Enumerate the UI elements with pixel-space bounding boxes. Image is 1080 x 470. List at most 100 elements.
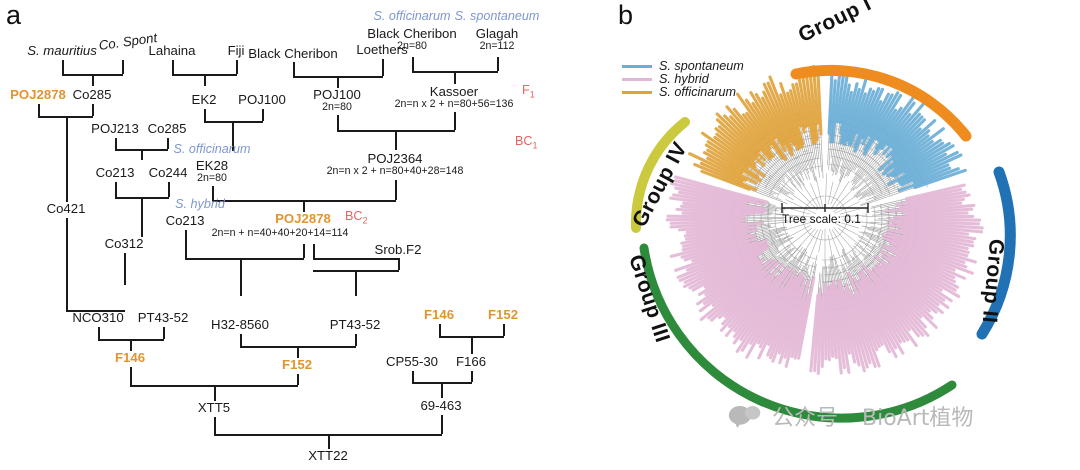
link (398, 258, 400, 270)
link (204, 74, 206, 86)
node-pt43-52-b: PT43-52 (329, 317, 381, 332)
node-co213-b: Co213 (165, 213, 205, 228)
legend-swatch-spontaneum (622, 65, 652, 68)
link (212, 186, 214, 200)
group-arc-IV (630, 117, 690, 233)
link (355, 270, 357, 296)
node-co285-b: Co285 (147, 121, 187, 136)
link (172, 60, 174, 74)
node-fiji: Fiji (227, 43, 245, 58)
node-kassoer: Kassoer 2n=n x 2 + n=80+56=136 (394, 84, 514, 111)
node-poj100-b: POJ100 2n=80 (313, 87, 361, 114)
node-glagah: Glagah 2n=112 (475, 26, 519, 53)
link (313, 270, 399, 272)
link (38, 116, 93, 118)
link (98, 327, 100, 339)
node-poj2878-ploidy: 2n=n + n=40+40+20+14=114 (211, 227, 349, 239)
link (412, 371, 414, 382)
legend-item-spontaneum: S. spontaneum (622, 59, 744, 74)
link (92, 74, 94, 86)
link (297, 346, 299, 358)
node-nco310: NCO310 (72, 310, 124, 325)
link (503, 324, 505, 336)
link (240, 334, 242, 346)
group-arc-III (639, 243, 957, 423)
link (66, 116, 68, 202)
link (130, 339, 132, 351)
link (168, 182, 170, 197)
node-s-mauritius: S. mauritius (27, 43, 97, 58)
link (185, 230, 187, 258)
node-poj100-a: POJ100 (238, 92, 286, 107)
link (204, 109, 206, 121)
link (66, 310, 125, 312)
species-tag-officinarum-top: S. officinarum (373, 9, 451, 23)
watermark-text-en: BioArt植物 (862, 406, 974, 431)
link (167, 138, 169, 149)
panel-b-label: b (618, 0, 634, 30)
node-co213-a: Co213 (95, 165, 135, 180)
link (38, 104, 40, 116)
panel-a-label: a (6, 0, 22, 30)
node-lahaina: Lahaina (148, 43, 196, 58)
link (214, 417, 216, 434)
link (115, 138, 117, 149)
link (115, 182, 117, 197)
link (214, 385, 216, 401)
generation-bc1: BC1 (515, 134, 538, 151)
link (185, 258, 304, 260)
group-arc-I (790, 64, 972, 142)
link (163, 327, 165, 339)
tree-legend: S. spontaneum S. hybrid S. officinarum (622, 59, 744, 100)
legend-label-spontaneum: S. spontaneum (659, 59, 744, 74)
node-h32-8560: H32-8560 (211, 317, 269, 332)
node-black-cheribon-left: Black Cheribon (248, 46, 338, 61)
phylogenetic-tree-panel: b Tree scale: 0.1 S. spontaneum (600, 0, 1080, 470)
node-co421: Co421 (46, 201, 86, 216)
link (355, 334, 357, 346)
link (313, 258, 399, 260)
link (236, 60, 238, 74)
link (395, 130, 397, 150)
link (92, 104, 94, 116)
link (337, 115, 339, 130)
tree-scale-bar (781, 203, 869, 213)
link (441, 415, 443, 434)
group-arc-II (976, 166, 1016, 340)
node-xtt22: XTT22 (308, 448, 348, 463)
node-f146-left: F146 (114, 350, 146, 365)
generation-bc2: BC2 (345, 209, 368, 226)
link (232, 121, 234, 151)
link (293, 62, 295, 76)
link (412, 57, 414, 71)
link (382, 59, 384, 76)
legend-label-officinarum: S. officinarum (659, 85, 736, 100)
node-poj213: POJ213 (91, 121, 139, 136)
node-pt43-52-a: PT43-52 (137, 310, 189, 325)
link (303, 200, 305, 212)
link (122, 60, 124, 74)
watermark-logo-icon (728, 405, 761, 429)
node-loethers: Loethers (356, 42, 408, 57)
link (124, 253, 126, 285)
link (62, 60, 64, 74)
node-f152-right: F152 (487, 307, 519, 322)
node-cp55-30: CP55-30 (385, 354, 439, 369)
node-poj2878-mid: POJ2878 (275, 211, 331, 226)
node-ek2: EK2 (191, 92, 217, 107)
legend-item-officinarum: S. officinarum (622, 85, 744, 100)
link (454, 71, 456, 84)
node-f152-left: F152 (281, 357, 313, 372)
tree-svg (630, 64, 1016, 423)
link (66, 218, 68, 310)
node-f166: F166 (455, 354, 487, 369)
species-tag-spontaneum-top: S. spontaneum (454, 9, 540, 23)
species-tag-hybrid: S. hybrid (175, 197, 225, 211)
node-xtt5: XTT5 (197, 400, 231, 415)
link (297, 374, 299, 385)
legend-swatch-officinarum (622, 91, 652, 94)
tree-scale-label: Tree scale: 0.1 (782, 212, 861, 226)
link (395, 180, 397, 200)
link (240, 258, 242, 296)
link (454, 112, 456, 130)
